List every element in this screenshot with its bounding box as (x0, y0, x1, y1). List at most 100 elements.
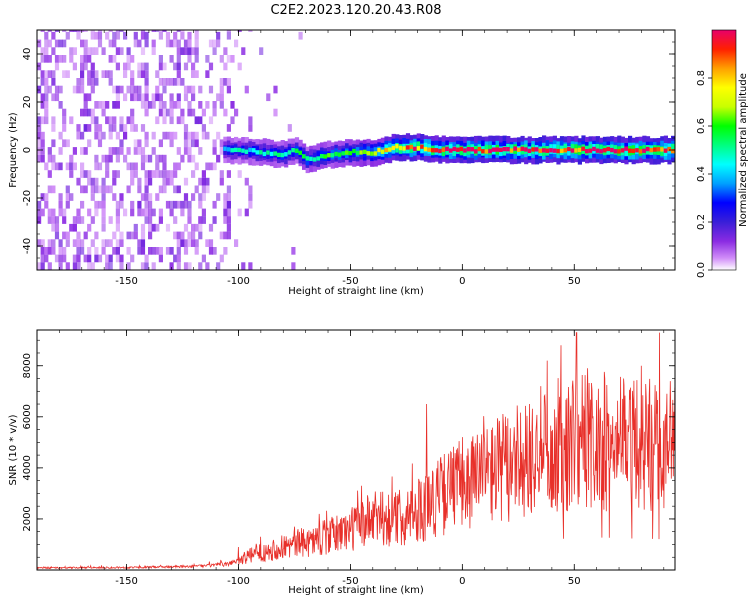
heatmap-cell (144, 154, 149, 163)
heatmap-cell (69, 47, 74, 55)
heatmap-cell (40, 47, 45, 55)
heatmap-cell (223, 200, 228, 209)
heatmap-cell (187, 131, 192, 140)
heatmap-cell (248, 185, 253, 194)
heatmap-cell (40, 55, 45, 63)
heatmap-cell (112, 177, 117, 186)
heatmap-cell (115, 239, 120, 247)
heatmap-cell (137, 93, 142, 102)
heatmap-cell (198, 147, 203, 155)
heatmap-signal-cell (520, 146, 525, 151)
heatmap-cell (201, 193, 206, 201)
heatmap-cell (151, 101, 156, 109)
heatmap-cell (44, 116, 49, 125)
heatmap-cell (169, 78, 174, 86)
heatmap-cell (205, 55, 210, 63)
heatmap-cell (216, 193, 221, 201)
heatmap-signal-cell (284, 152, 289, 157)
heatmap-cell (83, 47, 88, 55)
heatmap-cell (176, 162, 181, 171)
heatmap-cell (62, 139, 67, 148)
heatmap-cell (69, 154, 74, 163)
heatmap-cell (37, 131, 42, 140)
spectrogram-x-ticks: -150 -100 -50 0 50 (36, 30, 665, 287)
heatmap-cell (208, 247, 214, 255)
y-tick-label: 2000 (22, 506, 33, 531)
heatmap-cell (87, 262, 92, 270)
heatmap-cell (76, 124, 81, 132)
heatmap-cell (198, 262, 203, 270)
heatmap-cell (44, 108, 49, 117)
heatmap-cell (137, 239, 142, 247)
heatmap-cell (47, 170, 52, 178)
heatmap-cell (191, 70, 196, 78)
heatmap-signal-cell (398, 145, 403, 151)
heatmap-cell (40, 70, 45, 78)
heatmap-cell (112, 101, 117, 109)
heatmap-cell (101, 101, 106, 109)
heatmap-cell (144, 185, 149, 194)
heatmap-cell (94, 47, 99, 55)
colorbar-tick-label: 0.6 (696, 118, 707, 134)
heatmap-cell (191, 193, 196, 201)
heatmap-cell (51, 124, 56, 132)
heatmap-cell (72, 254, 77, 263)
heatmap-cell (101, 131, 106, 140)
heatmap-cell (72, 30, 77, 32)
heatmap-cell (194, 247, 199, 255)
heatmap-cell (216, 31, 221, 40)
heatmap-cell (69, 162, 74, 171)
heatmap-cell (162, 116, 167, 125)
heatmap-cell (126, 55, 131, 63)
heatmap-cell (54, 55, 60, 63)
heatmap-cell (198, 193, 203, 201)
heatmap-signal-cell (420, 144, 425, 149)
heatmap-signal-cell (581, 146, 586, 151)
heatmap-signal-cell (517, 147, 522, 152)
heatmap-cell (140, 193, 146, 201)
heatmap-cell (176, 93, 181, 102)
heatmap-cell (158, 139, 163, 148)
heatmap-cell (148, 200, 153, 209)
heatmap-cell (187, 39, 192, 48)
heatmap-cell (165, 131, 171, 140)
heatmap-signal-cell (377, 147, 382, 153)
heatmap-cell (108, 70, 113, 78)
heatmap-cell (180, 47, 185, 55)
heatmap-signal-cell (413, 146, 418, 152)
heatmap-cell (194, 70, 199, 78)
colorbar-ticks: 0.0 0.2 0.4 0.6 0.8 (696, 70, 712, 278)
snr-x-label: Height of straight line (km) (288, 585, 424, 596)
heatmap-cell (223, 231, 228, 240)
heatmap-cell (205, 262, 210, 270)
heatmap-cell (40, 239, 45, 247)
heatmap-cell (80, 185, 85, 194)
heatmap-cell (191, 47, 196, 55)
x-tick-label: 50 (568, 276, 581, 287)
heatmap-cell (123, 70, 128, 78)
heatmap-cell (180, 239, 185, 247)
heatmap-cell (40, 101, 45, 109)
heatmap-cell (173, 62, 178, 71)
heatmap-cell (162, 177, 167, 186)
heatmap-signal-cell (456, 147, 461, 152)
heatmap-signal-cell (466, 147, 471, 152)
heatmap-signal-cell (362, 149, 368, 155)
heatmap-cell (51, 154, 56, 163)
heatmap-cell (80, 247, 85, 255)
heatmap-cell (273, 85, 278, 94)
heatmap-cell (194, 55, 199, 63)
heatmap-cell (226, 231, 231, 240)
heatmap-cell (198, 231, 203, 240)
heatmap-cell (173, 78, 178, 86)
heatmap-cell (148, 223, 153, 232)
heatmap-cell (62, 124, 67, 132)
heatmap-cell (123, 31, 128, 40)
heatmap-cell (226, 200, 231, 209)
heatmap-cell (94, 31, 99, 40)
heatmap-cell (155, 154, 160, 163)
heatmap-cell (140, 231, 146, 240)
heatmap-cell (140, 70, 146, 78)
heatmap-cell (148, 177, 153, 186)
heatmap-cell (105, 170, 110, 178)
